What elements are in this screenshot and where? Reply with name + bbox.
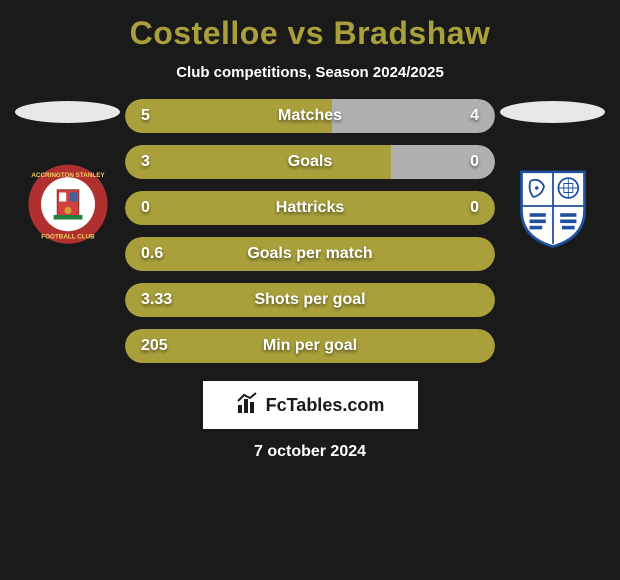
stat-label: Matches [278,107,342,125]
stat-label: Goals [288,153,332,171]
chart-icon [236,391,260,420]
stat-row: 5 Matches 4 [125,99,495,133]
stat-row: 0 Hattricks 0 [125,191,495,225]
subtitle: Club competitions, Season 2024/2025 [176,64,444,81]
stat-label: Goals per match [247,245,372,263]
stat-label: Shots per goal [254,291,365,309]
stat-value-left: 5 [141,107,150,125]
stat-value-left: 3.33 [141,291,172,309]
stat-value-left: 0.6 [141,245,163,263]
tranmere-crest-icon [503,161,603,251]
date-text: 7 october 2024 [254,443,366,461]
accrington-crest-icon: ACCRINGTON STANLEY FOOTBALL CLUB [18,161,118,251]
bar-left [125,145,391,179]
comparison-card: Costelloe vs Bradshaw Club competitions,… [0,0,620,471]
stat-value-right: 0 [470,199,479,217]
stat-label: Hattricks [276,199,344,217]
svg-text:FOOTBALL CLUB: FOOTBALL CLUB [41,233,95,240]
stat-value-left: 0 [141,199,150,217]
brand-box[interactable]: FcTables.com [203,381,418,429]
svg-text:ACCRINGTON STANLEY: ACCRINGTON STANLEY [31,172,105,179]
player2-ellipse [500,101,605,123]
stats-column: 5 Matches 4 3 Goals 0 0 Hattricks 0 0.6 Goals per … [125,99,495,363]
stat-value-right: 4 [470,107,479,125]
stat-row: 205 Min per goal [125,329,495,363]
stat-row: 3 Goals 0 [125,145,495,179]
stat-value-right: 0 [470,153,479,171]
bar-right [391,145,495,179]
stat-row: 3.33 Shots per goal [125,283,495,317]
stat-label: Min per goal [263,337,357,355]
page-title: Costelloe vs Bradshaw [130,15,491,52]
player1-ellipse [15,101,120,123]
brand-text: FcTables.com [266,395,385,416]
main-row: ACCRINGTON STANLEY FOOTBALL CLUB 5 Matche… [0,99,620,363]
stat-value-left: 205 [141,337,168,355]
stat-value-left: 3 [141,153,150,171]
stat-row: 0.6 Goals per match [125,237,495,271]
right-column [495,99,610,251]
left-column: ACCRINGTON STANLEY FOOTBALL CLUB [10,99,125,251]
